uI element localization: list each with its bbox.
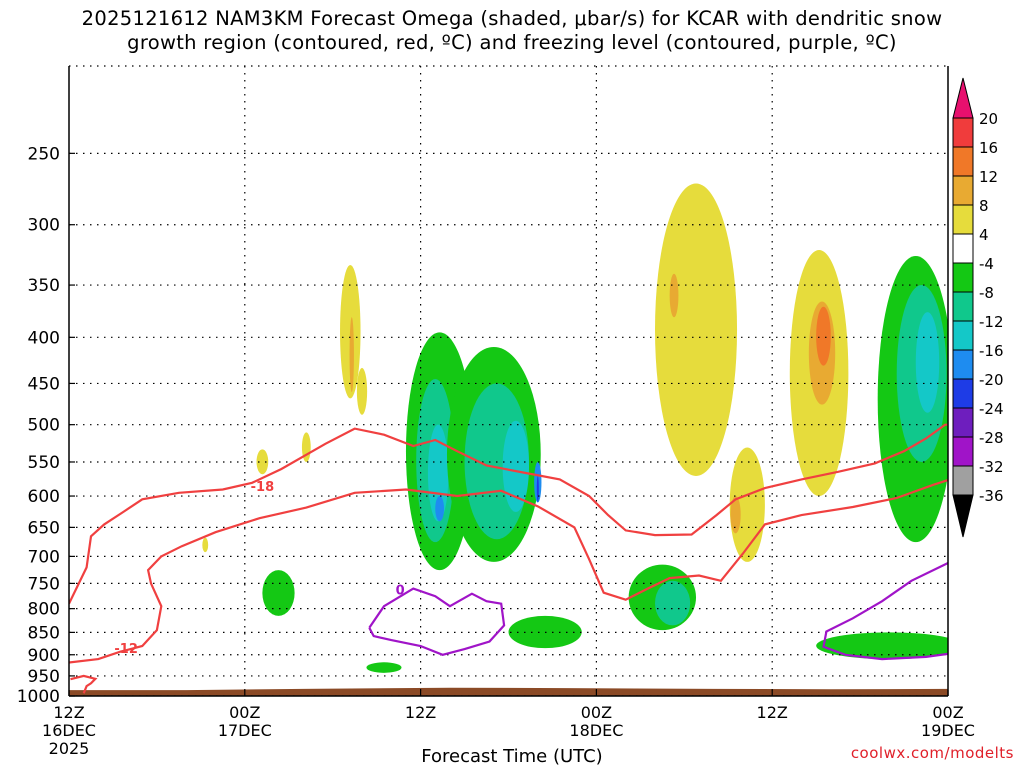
colorbar-bin (952, 378, 974, 409)
colorbar-bin (952, 407, 974, 438)
y-tick-label: 500 (28, 416, 60, 436)
colorbar-bin (952, 436, 974, 467)
omega-shading (262, 570, 295, 616)
colorbar-label: -28 (979, 429, 1004, 447)
colorbar-bin (952, 175, 974, 206)
contour-label: 0 (396, 584, 405, 599)
x-tick-label: 00Z (581, 703, 612, 722)
omega-shading (202, 537, 209, 553)
y-tick-label: 800 (28, 600, 60, 620)
colorbar-bin (952, 494, 974, 538)
y-tick-label: 700 (28, 547, 60, 567)
colorbar-label: -20 (979, 371, 1004, 389)
y-tick-label: 1000 (17, 687, 60, 707)
omega-shading (502, 420, 530, 513)
omega-shading (816, 306, 831, 366)
temperature-contour (69, 479, 948, 664)
freezing-level-contour (822, 562, 948, 661)
colorbar-label: -16 (979, 342, 1004, 360)
x-tick-label: 19DEC (921, 721, 975, 740)
colorbar: 20 16 12 8 4 -4 -8 -12 -16 -20 -24 -28 -32 -36 (952, 77, 1004, 538)
y-tick-label: 900 (28, 646, 60, 666)
temperature-contour (70, 674, 98, 694)
plot-area: -18 -12 0 (69, 66, 948, 696)
x-axis-title: Forecast Time (UTC) (421, 746, 603, 767)
credit-text[interactable]: coolwx.com/modelts (850, 744, 1014, 762)
omega-shading (669, 273, 679, 318)
omega-shading (655, 580, 691, 626)
x-tick-label: 16DEC (42, 721, 96, 740)
temperature-contour (69, 423, 948, 605)
contour-label: -12 (114, 642, 138, 657)
omega-shading (427, 424, 449, 522)
omega-shading (816, 632, 948, 660)
chart-title-line-1: 2025121612 NAM3KM Forecast Omega (shaded… (81, 7, 943, 30)
colorbar-bin (952, 77, 974, 119)
omega-shading (536, 475, 539, 503)
y-tick-label: 650 (28, 518, 60, 538)
y-tick-label: 950 (28, 667, 60, 687)
colorbar-label: -4 (979, 255, 994, 273)
colorbar-bin (952, 465, 974, 496)
colorbar-label: -24 (979, 400, 1004, 418)
x-tick-label: 00Z (229, 703, 260, 722)
contour-label: -18 (251, 480, 275, 495)
x-tick-label: 17DEC (218, 721, 272, 740)
y-tick-label: 300 (28, 216, 60, 236)
omega-shading (435, 496, 445, 522)
omega-shading (655, 183, 738, 476)
x-tick-label: 00Z (932, 703, 963, 722)
colorbar-bin (952, 349, 974, 380)
colorbar-bin (952, 262, 974, 293)
colorbar-bin (952, 233, 974, 264)
colorbar-bin (952, 291, 974, 322)
y-tick-label: 600 (28, 487, 60, 507)
omega-shading (349, 317, 354, 393)
y-tick-label: 850 (28, 623, 60, 643)
omega-shading (915, 312, 940, 413)
y-tick-label: 750 (28, 574, 60, 594)
omega-shading (730, 496, 741, 534)
colorbar-label: -12 (979, 313, 1004, 331)
omega-shading (256, 449, 269, 475)
surface-terrain (69, 687, 948, 696)
x-tick-label: 18DEC (569, 721, 623, 740)
colorbar-label: 12 (979, 168, 998, 186)
omega-shading (729, 447, 765, 562)
colorbar-label: 4 (979, 226, 989, 244)
x-tick-label: 12Z (53, 703, 84, 722)
y-tick-label: 400 (28, 328, 60, 348)
colorbar-label: 16 (979, 139, 998, 157)
omega-shading (356, 367, 368, 415)
x-tick-label: 12Z (757, 703, 788, 722)
y-tick-label: 550 (28, 453, 60, 473)
omega-shading (366, 662, 402, 673)
colorbar-bin (952, 146, 974, 177)
colorbar-label: 20 (979, 110, 998, 128)
chart-title-line-2: growth region (contoured, red, ºC) and f… (127, 31, 897, 54)
colorbar-label: -8 (979, 284, 994, 302)
y-tick-label: 450 (28, 374, 60, 394)
y-tick-label: 250 (28, 144, 60, 164)
x-tick-label: 12Z (405, 703, 436, 722)
colorbar-bin (952, 204, 974, 235)
colorbar-label: -32 (979, 458, 1004, 476)
freezing-level-contour (368, 587, 506, 656)
colorbar-bin (952, 117, 974, 148)
x-tick-label: 2025 (49, 739, 90, 758)
y-tick-label: 350 (28, 276, 60, 296)
colorbar-bin (952, 320, 974, 351)
colorbar-label: -36 (979, 487, 1004, 505)
colorbar-label: 8 (979, 197, 989, 215)
